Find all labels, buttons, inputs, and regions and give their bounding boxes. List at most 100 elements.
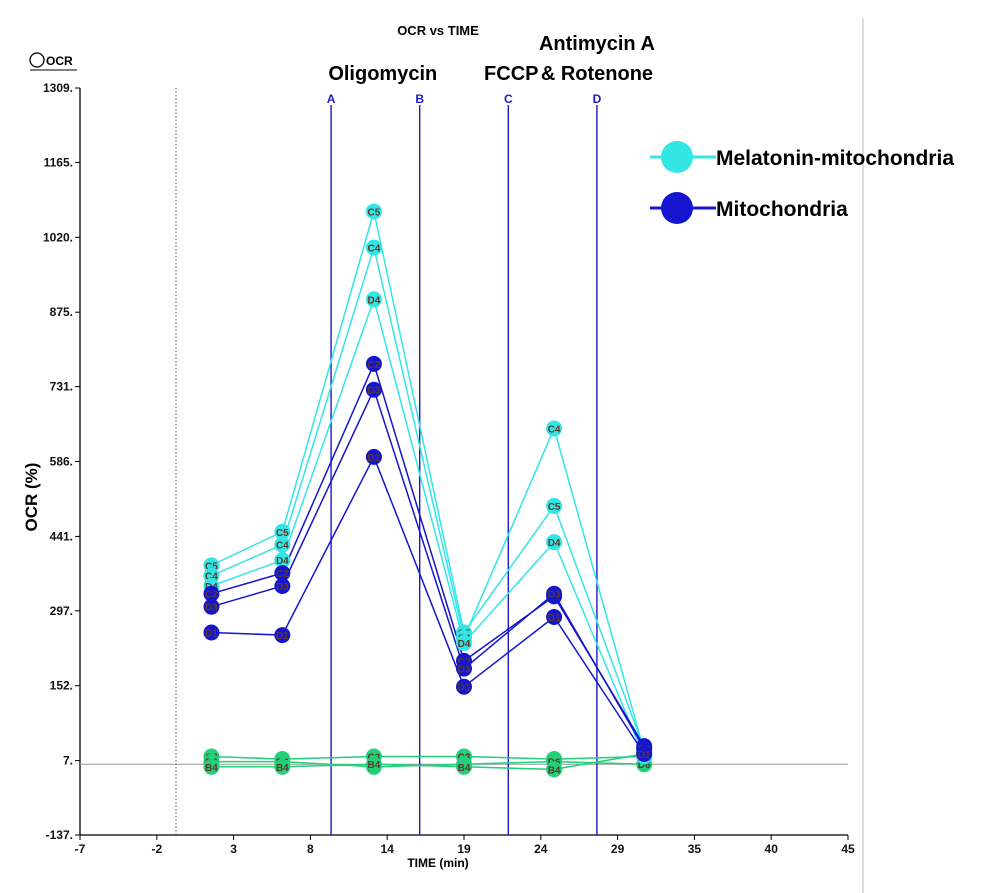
legend-label: Mitochondria bbox=[716, 198, 848, 221]
data-point bbox=[274, 758, 291, 775]
corner-ocr-label: OCR bbox=[46, 54, 73, 68]
data-point bbox=[456, 660, 472, 677]
data-point-label: B4 bbox=[458, 763, 471, 774]
data-point bbox=[546, 761, 563, 778]
data-point bbox=[274, 523, 291, 540]
data-point-label: D1 bbox=[276, 631, 289, 642]
y-tick-label: 297. bbox=[50, 604, 73, 618]
ocr-circle-icon bbox=[29, 52, 45, 68]
data-point bbox=[203, 585, 220, 602]
y-tick-label: 731. bbox=[50, 380, 73, 394]
y-axis-label: OCR (%) bbox=[22, 463, 41, 532]
data-point bbox=[274, 565, 291, 582]
data-point-label: C4 bbox=[368, 244, 381, 255]
data-point bbox=[203, 624, 220, 641]
legend-marker bbox=[661, 141, 693, 173]
data-point-label: D3 bbox=[205, 603, 218, 614]
data-point-label: B4 bbox=[368, 760, 381, 771]
data-point bbox=[274, 578, 291, 594]
data-point bbox=[365, 355, 382, 372]
data-point-label: C5 bbox=[548, 502, 561, 513]
series-line-b4 bbox=[211, 753, 645, 771]
legend-marker bbox=[661, 192, 693, 224]
data-point bbox=[365, 756, 382, 773]
injection-label: FCCP bbox=[484, 63, 538, 85]
data-point bbox=[456, 678, 472, 695]
y-tick-label: 441. bbox=[50, 529, 73, 543]
x-tick-label: 19 bbox=[457, 842, 471, 856]
data-point-label: B4 bbox=[276, 763, 289, 774]
data-point bbox=[365, 448, 382, 465]
chart-title: OCR vs TIME bbox=[397, 23, 479, 38]
series-line-d3 bbox=[211, 387, 645, 750]
injection-letter-b: B bbox=[415, 92, 424, 106]
data-point-label: C5 bbox=[368, 207, 381, 218]
x-tick-label: 3 bbox=[230, 842, 237, 856]
y-tick-label: 875. bbox=[50, 305, 73, 319]
data-point-label: B4 bbox=[205, 763, 218, 774]
series-line-c3 bbox=[211, 755, 645, 760]
y-tick-label: -137. bbox=[46, 828, 73, 842]
data-point-label: C4 bbox=[205, 572, 218, 583]
data-point-label: D4 bbox=[548, 538, 561, 549]
x-axis-label: TIME (min) bbox=[407, 856, 468, 870]
data-point bbox=[456, 758, 472, 775]
data-point-label: D1 bbox=[638, 750, 651, 761]
data-point-label: D3 bbox=[548, 590, 561, 601]
data-point-label: D4 bbox=[368, 295, 381, 306]
y-tick-label: 1309. bbox=[43, 81, 73, 95]
data-point bbox=[546, 608, 563, 625]
data-point-label: C4 bbox=[548, 424, 561, 435]
injection-letter-a: A bbox=[327, 92, 336, 106]
y-tick-label: 7. bbox=[63, 754, 73, 768]
series-line-d4 bbox=[211, 296, 645, 757]
y-tick-label: 1165. bbox=[44, 155, 73, 169]
data-point bbox=[546, 585, 563, 602]
data-point-label: C5 bbox=[205, 561, 218, 572]
data-point bbox=[203, 758, 220, 775]
y-tick-label: 1020. bbox=[43, 230, 73, 244]
data-point bbox=[274, 627, 291, 644]
data-point bbox=[546, 534, 563, 551]
data-point bbox=[365, 291, 382, 308]
data-point bbox=[365, 381, 382, 398]
data-point-label: C5 bbox=[276, 528, 289, 539]
data-point-label: D4 bbox=[458, 639, 471, 650]
data-point-label: D3 bbox=[368, 386, 381, 397]
x-tick-label: -2 bbox=[151, 842, 162, 856]
data-point bbox=[546, 420, 563, 437]
x-tick-label: 14 bbox=[381, 842, 395, 856]
data-point-label: D1 bbox=[368, 453, 381, 464]
data-point-label: D1 bbox=[548, 613, 561, 624]
data-point-label: D3 bbox=[458, 665, 471, 676]
series-line-c4 bbox=[211, 244, 645, 752]
x-tick-label: 24 bbox=[534, 842, 548, 856]
data-point-label: C2 bbox=[205, 590, 218, 601]
data-point-label: D1 bbox=[205, 628, 218, 639]
data-point-label: C2 bbox=[276, 569, 289, 580]
series-line-c5 bbox=[211, 211, 645, 749]
x-tick-label: 8 bbox=[307, 842, 314, 856]
data-point-label: B4 bbox=[548, 765, 561, 776]
data-point-label: D6 bbox=[638, 760, 651, 771]
data-point bbox=[365, 239, 382, 256]
injection-letter-c: C bbox=[504, 92, 513, 106]
data-point bbox=[203, 598, 220, 615]
data-point bbox=[365, 203, 382, 220]
injection-letter-d: D bbox=[593, 92, 602, 106]
data-point-label: D4 bbox=[276, 556, 289, 567]
legend-label: Melatonin-mitochondria bbox=[716, 147, 954, 170]
injection-label: Oligomycin bbox=[328, 63, 437, 85]
x-tick-label: -7 bbox=[75, 842, 86, 856]
y-tick-label: 586. bbox=[50, 455, 73, 469]
data-point bbox=[274, 536, 291, 553]
series-line-d1 bbox=[211, 455, 645, 755]
injection-label: & Rotenone bbox=[541, 63, 653, 85]
data-point bbox=[546, 497, 563, 514]
x-tick-label: 45 bbox=[841, 842, 855, 856]
x-tick-label: 35 bbox=[688, 842, 702, 856]
series-line-c2 bbox=[211, 361, 645, 747]
injection-label: Antimycin A bbox=[539, 33, 655, 55]
data-point-label: C4 bbox=[276, 541, 289, 552]
